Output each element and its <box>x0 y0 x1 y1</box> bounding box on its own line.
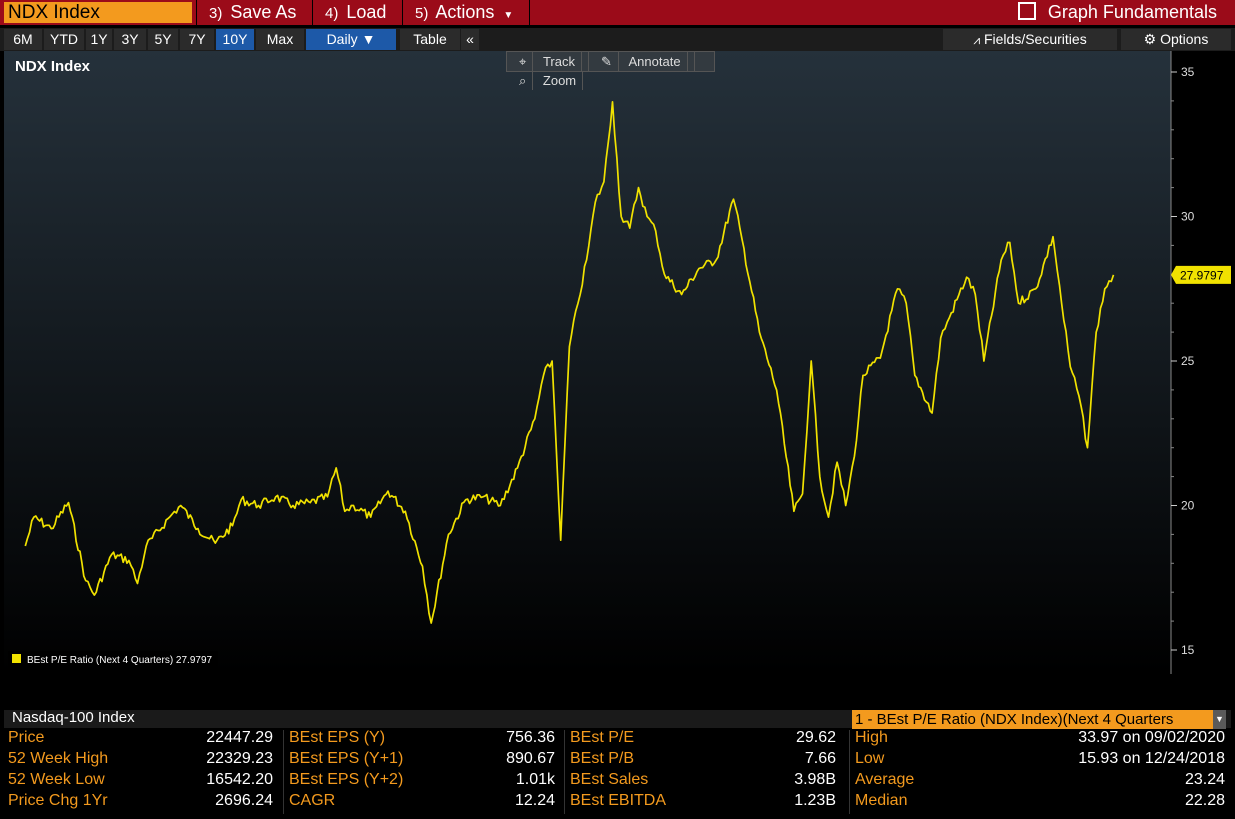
save-as-label: Save As <box>230 2 297 22</box>
y-tick-label: 15 <box>1181 643 1195 657</box>
chart-tools: ⌖ Track ✎ Annotate⌕ Zoom <box>506 51 715 90</box>
stat-value: 29.62 <box>795 729 836 746</box>
line-chart: 152025303527.979720152016201720182019202… <box>24 51 1231 710</box>
stat-label: Price Chg 1Yr <box>8 792 108 809</box>
caret-down-icon[interactable]: ▼ <box>1213 710 1226 729</box>
stat-label: BEst EPS (Y+2) <box>289 771 404 788</box>
magnifier-icon: ⌕ <box>513 71 534 90</box>
x-axis <box>4 674 1171 710</box>
ticker-input[interactable]: NDX Index <box>4 2 192 23</box>
stat-value: 2696.24 <box>215 792 273 809</box>
fields-securities-label: Fields/Securities <box>983 31 1087 47</box>
legend-label: BEst P/E Ratio (Next 4 Quarters) 27.9797 <box>27 655 213 666</box>
stat-label: High <box>855 729 888 746</box>
top-toolbar <box>0 0 1235 25</box>
y-tick-label: 30 <box>1181 210 1195 224</box>
y-tick-label: 35 <box>1181 65 1195 79</box>
stat-label: BEst P/B <box>570 750 635 767</box>
series-dropdown[interactable]: 1 - BEst P/E Ratio (NDX Index)(Next 4 Qu… <box>852 710 1226 729</box>
stat-label: BEst EBITDA <box>570 792 667 809</box>
table-button[interactable]: Table <box>400 29 460 50</box>
chart-legend: BEst P/E Ratio (Next 4 Quarters) 27.9797 <box>8 651 219 671</box>
stat-label: BEst Sales <box>570 771 649 788</box>
range-button-max[interactable]: Max <box>256 29 304 50</box>
annotate-label: Annotate <box>623 52 688 71</box>
index-name: Nasdaq-100 Index <box>12 709 135 726</box>
track-label: Track <box>537 52 582 71</box>
actions-label: Actions <box>435 2 495 22</box>
stat-label: Low <box>855 750 885 767</box>
legend-swatch <box>12 654 21 663</box>
stat-value: 7.66 <box>804 750 836 767</box>
range-button-3y[interactable]: 3Y <box>114 29 146 50</box>
graph-fundamentals-label: Graph Fundamentals <box>1047 2 1217 22</box>
range-button-10y[interactable]: 10Y <box>216 29 254 50</box>
stat-value: 22447.29 <box>206 729 273 746</box>
zoom-label: Zoom <box>537 71 584 90</box>
caret-down-icon: ▼ <box>503 10 514 21</box>
column-separator <box>283 730 284 814</box>
annotate-button[interactable]: ✎ Annotate <box>589 52 695 71</box>
range-button-7y[interactable]: 7Y <box>180 29 214 50</box>
frequency-label: Daily <box>326 31 358 47</box>
graph-fundamentals-button[interactable]: Graph Fundamentals <box>1017 0 1217 25</box>
y-tick-label: 25 <box>1181 354 1195 368</box>
load-label: Load <box>346 2 387 22</box>
stat-label: 52 Week Low <box>8 771 105 788</box>
stat-value: 22.28 <box>1184 792 1225 809</box>
chart-area[interactable] <box>4 51 1171 674</box>
frequency-dropdown[interactable]: Daily ▼ <box>306 29 396 50</box>
fields-securities-button[interactable]: ⩘ Fields/Securities <box>943 29 1117 50</box>
range-button-5y[interactable]: 5Y <box>148 29 178 50</box>
range-button-ytd[interactable]: YTD <box>44 29 84 50</box>
y-tick-label: 20 <box>1181 499 1195 513</box>
stat-label: BEst EPS (Y) <box>289 729 386 746</box>
pencil-icon: ✎ <box>595 52 619 71</box>
caret-down-icon: ▼ <box>361 31 376 47</box>
stat-label: BEst EPS (Y+1) <box>289 750 404 767</box>
column-separator <box>564 730 565 814</box>
stat-value: 16542.20 <box>206 771 273 788</box>
external-link-icon <box>1017 2 1036 20</box>
load-number: 4) <box>325 5 339 22</box>
range-button-1y[interactable]: 1Y <box>86 29 112 50</box>
options-label: Options <box>1160 31 1209 47</box>
range-button-6m[interactable]: 6M <box>4 29 42 50</box>
stat-value: 22329.23 <box>206 750 273 767</box>
stat-value: 3.98B <box>794 771 836 788</box>
gear-icon: ⚙ <box>1143 31 1157 47</box>
stat-label: 52 Week High <box>8 750 109 767</box>
last-value-label: 27.9797 <box>1180 268 1224 282</box>
stat-label: Average <box>855 771 915 788</box>
actions-button[interactable]: 5) Actions ▼ <box>402 0 530 25</box>
save-as-number: 3) <box>209 5 223 22</box>
save-as-button[interactable]: 3) Save As <box>196 0 312 25</box>
stat-label: Median <box>855 792 908 809</box>
stat-value: 12.24 <box>514 792 555 809</box>
crosshair-icon: ⌖ <box>513 52 534 71</box>
stat-value: 33.97 on 09/02/2020 <box>1078 729 1225 746</box>
stat-value: 756.36 <box>506 729 555 746</box>
stat-label: BEst P/E <box>570 729 635 746</box>
actions-number: 5) <box>415 5 429 22</box>
options-button[interactable]: ⚙ Options <box>1121 29 1231 50</box>
stat-value: 890.67 <box>506 750 555 767</box>
collapse-button[interactable]: « <box>461 29 479 50</box>
series-line-pe-ratio <box>24 100 1115 624</box>
stat-label: Price <box>8 729 45 746</box>
stat-value: 1.01k <box>515 771 555 788</box>
stat-label: CAGR <box>289 792 336 809</box>
stat-value: 23.24 <box>1184 771 1225 788</box>
zoom-button[interactable]: ⌕ Zoom <box>507 71 589 90</box>
stat-value: 1.23B <box>794 792 836 809</box>
column-separator <box>849 730 850 814</box>
load-button[interactable]: 4) Load <box>312 0 402 25</box>
line-chart-icon: ⩘ <box>973 33 981 47</box>
chart-title: NDX Index <box>15 58 91 75</box>
track-button[interactable]: ⌖ Track <box>507 52 589 71</box>
stat-value: 15.93 on 12/24/2018 <box>1078 750 1225 767</box>
last-value-tag <box>1171 265 1231 284</box>
